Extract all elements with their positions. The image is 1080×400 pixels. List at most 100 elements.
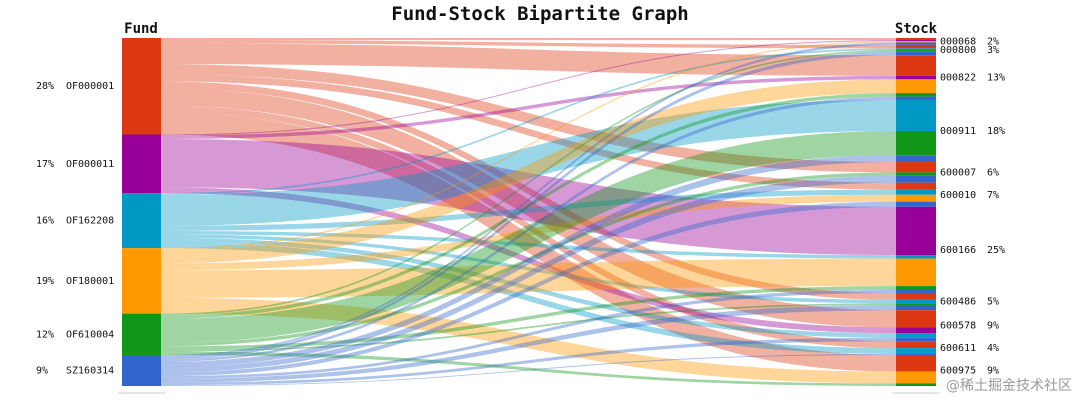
link-OF610004-000911 — [161, 131, 896, 343]
stock-segment-600975-OF000001 — [896, 354, 936, 372]
stock-segment-600007-OF000001 — [896, 162, 936, 173]
stock-pct-600975: 9% — [987, 365, 999, 376]
stock-pct-600578: 9% — [987, 321, 999, 332]
stock-label-000800: 000800 — [940, 45, 976, 56]
fund-pct-OF610004: 12% — [36, 329, 54, 340]
stock-pct-600486: 5% — [987, 297, 999, 308]
stock-label-600578: 600578 — [940, 321, 976, 332]
link-SZ160314-600007 — [161, 175, 896, 373]
link-OF180001-600010 — [161, 194, 896, 271]
stock-pct-000068: 2% — [987, 36, 999, 47]
stock-segment-000068-OF000001 — [896, 38, 936, 41]
link-OF000001-600578 — [161, 88, 896, 328]
stock-segment-000911-OF610004 — [896, 131, 936, 156]
link-OF000001-600611 — [161, 105, 896, 349]
stock-nodes: 000068 2% 000800 3% 000822 13% 000911 18% 600007… — [892, 36, 1005, 394]
link-OF000001-600486 — [161, 81, 896, 300]
stock-label-600611: 600611 — [940, 343, 976, 354]
stock-segment-600611-SZ160314 — [896, 353, 936, 355]
stock-segment-600010-OF162208 — [896, 189, 936, 195]
link-OF180001-000068 — [161, 41, 896, 250]
fund-label-SZ160314: SZ160314 — [66, 365, 114, 376]
stock-label-600975: 600975 — [940, 365, 976, 376]
fund-node-OF000001 — [122, 38, 161, 135]
fund-nodes: 28% OF000001 17% OF000011 16% OF162208 19% OF18… — [36, 38, 165, 394]
link-OF180001-000822 — [161, 79, 896, 264]
link-OF000001-000800 — [161, 40, 896, 49]
stock-segment-600166-OF610004 — [896, 286, 936, 290]
fund-label-OF162208: OF162208 — [66, 216, 114, 227]
stock-label-000068: 000068 — [940, 36, 976, 47]
link-OF000011-600166 — [161, 138, 896, 256]
stock-label-600486: 600486 — [940, 297, 976, 308]
link-OF180001-600975 — [161, 297, 896, 384]
stock-header: Stock — [895, 21, 938, 37]
watermark: @稀土掘金技术社区 — [946, 378, 1072, 394]
stock-segment-600007-OF610004 — [896, 172, 936, 176]
stock-pct-000822: 13% — [987, 73, 1005, 84]
stock-segment-600611-OF000001 — [896, 341, 936, 349]
stock-segment-000800-OF000001 — [896, 44, 936, 49]
link-SZ160314-600166 — [161, 289, 896, 379]
link-OF180001-600166 — [161, 258, 896, 298]
stock-segment-600486-OF162208 — [896, 299, 936, 304]
stock-pct-600010: 7% — [987, 190, 999, 201]
link-OF610004-000800 — [161, 50, 896, 316]
stock-pct-600611: 4% — [987, 343, 999, 354]
stock-segment-600010-OF000001 — [896, 182, 936, 190]
link-SZ160314-600611 — [161, 353, 896, 386]
stock-segment-600611-OF162208 — [896, 348, 936, 354]
stock-segment-600166-OF180001 — [896, 258, 936, 287]
fund-node-OF610004 — [122, 313, 161, 355]
stock-pct-000800: 3% — [987, 45, 999, 56]
links-layer — [161, 38, 896, 386]
link-OF000001-600010 — [161, 74, 896, 190]
fund-node-OF000011 — [122, 134, 161, 194]
link-OF000011-600578 — [161, 187, 896, 334]
link-OF000001-600007 — [161, 64, 896, 173]
link-SZ160314-600010 — [161, 201, 896, 377]
stock-segment-600578-OF000011 — [896, 327, 936, 334]
link-OF000001-600975 — [161, 112, 896, 372]
stock-segment-600975-OF180001 — [896, 371, 936, 384]
stock-segment-000822-SZ160314 — [896, 96, 936, 101]
fund-label-OF000011: OF000011 — [66, 159, 114, 170]
stock-segment-600166-OF162208 — [896, 255, 936, 259]
stock-segment-600010-OF180001 — [896, 194, 936, 202]
stock-segment-000068-SZ160314 — [896, 42, 936, 45]
stock-segment-000068-OF180001 — [896, 41, 936, 43]
fund-node-OF162208 — [122, 193, 161, 249]
fund-node-SZ160314 — [122, 354, 161, 386]
stock-label-000822: 000822 — [940, 73, 976, 84]
stock-segment-000911-OF162208 — [896, 100, 936, 132]
stock-pct-000911: 18% — [987, 126, 1005, 137]
stock-label-600166: 600166 — [940, 245, 976, 256]
stock-segment-000800-SZ160314 — [896, 51, 936, 56]
stock-segment-000800-OF162208 — [896, 48, 936, 51]
stock-segment-600486-OF610004 — [896, 303, 936, 306]
link-OF610004-000822 — [161, 93, 896, 319]
fund-label-OF610004: OF610004 — [66, 329, 114, 340]
stock-segment-000822-OF000001 — [896, 55, 936, 76]
link-OF162208-600486 — [161, 234, 896, 304]
fund-pct-OF000011: 17% — [36, 159, 54, 170]
stock-segment-000068-OF000011 — [896, 40, 936, 42]
stock-label-600007: 600007 — [940, 167, 976, 178]
chart-title: Fund-Stock Bipartite Graph — [391, 3, 688, 25]
link-OF610004-600975 — [161, 351, 896, 386]
stock-segment-600007-SZ160314 — [896, 175, 936, 183]
stock-segment-600166-SZ160314 — [896, 289, 936, 293]
link-OF610004-600166 — [161, 286, 896, 350]
link-OF610004-600007 — [161, 172, 896, 347]
link-SZ160314-000800 — [161, 51, 896, 360]
fund-node-OF180001 — [122, 248, 161, 314]
fund-pct-SZ160314: 9% — [36, 365, 48, 376]
stock-segment-000800-OF610004 — [896, 50, 936, 52]
link-OF000011-000822 — [161, 75, 896, 139]
link-OF162208-600010 — [161, 189, 896, 231]
link-OF162208-000800 — [161, 48, 896, 195]
link-SZ160314-000068 — [161, 42, 896, 357]
fund-label-OF180001: OF180001 — [66, 276, 114, 287]
stock-segment-600578-OF000001 — [896, 310, 936, 328]
